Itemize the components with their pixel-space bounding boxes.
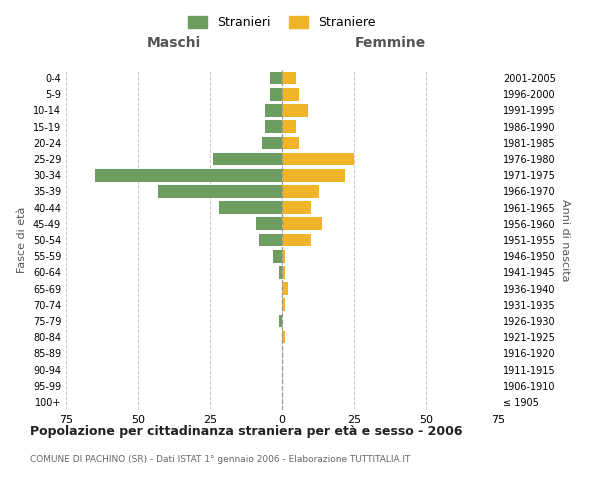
Bar	[282, 266, 285, 278]
Bar	[256, 218, 282, 230]
Legend: Stranieri, Straniere: Stranieri, Straniere	[184, 11, 380, 34]
Y-axis label: Fasce di età: Fasce di età	[17, 207, 27, 273]
Bar	[271, 88, 282, 101]
Text: Femmine: Femmine	[355, 36, 425, 50]
Bar	[158, 185, 282, 198]
Bar	[282, 185, 319, 198]
Bar	[265, 120, 282, 133]
Bar	[282, 298, 285, 311]
Text: Popolazione per cittadinanza straniera per età e sesso - 2006: Popolazione per cittadinanza straniera p…	[30, 425, 463, 438]
Bar	[282, 331, 285, 344]
Bar	[282, 234, 311, 246]
Bar	[282, 72, 296, 85]
Text: Maschi: Maschi	[147, 36, 201, 50]
Bar	[282, 152, 354, 166]
Bar	[282, 136, 299, 149]
Bar	[279, 266, 282, 278]
Bar	[279, 314, 282, 328]
Bar	[282, 250, 285, 262]
Bar	[282, 104, 308, 117]
Text: COMUNE DI PACHINO (SR) - Dati ISTAT 1° gennaio 2006 - Elaborazione TUTTITALIA.IT: COMUNE DI PACHINO (SR) - Dati ISTAT 1° g…	[30, 455, 410, 464]
Bar	[271, 72, 282, 85]
Bar	[282, 202, 311, 214]
Bar	[265, 104, 282, 117]
Bar	[213, 152, 282, 166]
Bar	[218, 202, 282, 214]
Bar	[282, 169, 346, 181]
Bar	[282, 218, 322, 230]
Bar	[282, 120, 296, 133]
Bar	[282, 88, 299, 101]
Bar	[282, 282, 288, 295]
Bar	[259, 234, 282, 246]
Bar	[274, 250, 282, 262]
Bar	[95, 169, 282, 181]
Y-axis label: Anni di nascita: Anni di nascita	[560, 198, 569, 281]
Bar	[262, 136, 282, 149]
